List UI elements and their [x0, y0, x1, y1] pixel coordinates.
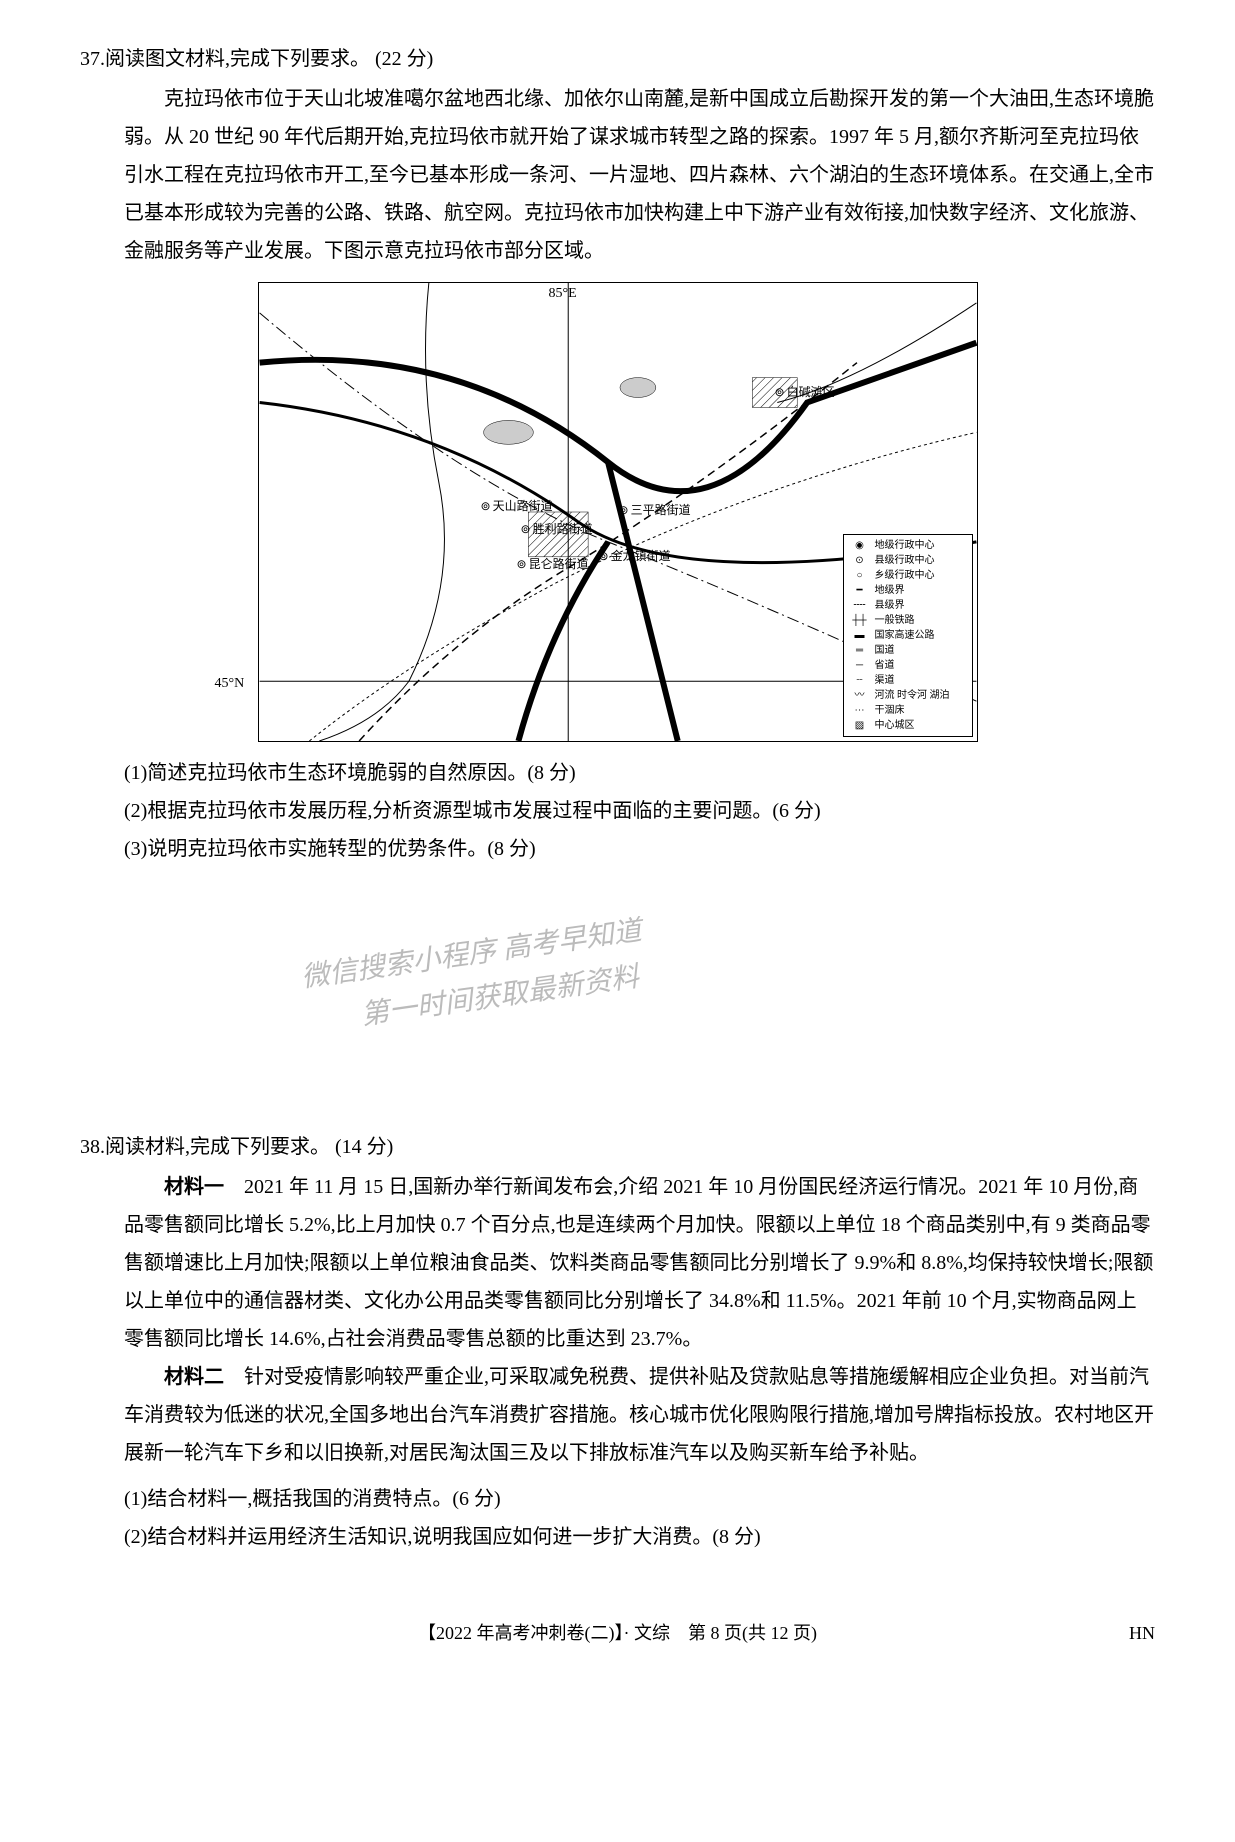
legend-row: ╌╌县级界 [849, 598, 967, 613]
q38-subquestions: (1)结合材料一,概括我国的消费特点。(6 分) (2)结合材料并运用经济生活知… [80, 1480, 1155, 1556]
q37-header: 37. 阅读图文材料,完成下列要求。 (22 分) [80, 40, 1155, 78]
legend-l3: 乡级行政中心 [875, 568, 935, 583]
q38-material1: 材料一 2021 年 11 月 15 日,国新办举行新闻发布会,介绍 2021 … [124, 1168, 1155, 1358]
q38-points: (14 分) [335, 1136, 393, 1158]
m1-label: 材料一 [164, 1176, 224, 1198]
legend-row: ⋯干涸床 [849, 703, 967, 718]
watermark: 微信搜索小程序 高考早知道 第一时间获取最新资料 [80, 928, 1155, 1048]
legend-l4: 地级界 [875, 583, 905, 598]
place-shengli: 胜利路街道 [521, 518, 593, 541]
q38-sub1: (1)结合材料一,概括我国的消费特点。(6 分) [124, 1480, 1155, 1518]
legend-l12: 干涸床 [875, 703, 905, 718]
q38-title: 阅读材料,完成下列要求。 (14 分) [105, 1128, 393, 1166]
page-footer: 【2022 年高考冲刺卷(二)】· 文综 第 8 页(共 12 页) HN [80, 1616, 1155, 1650]
question-38: 38. 阅读材料,完成下列要求。 (14 分) 材料一 2021 年 11 月 … [80, 1128, 1155, 1556]
legend-l9: 省道 [875, 658, 895, 673]
legend-l5: 县级界 [875, 598, 905, 613]
legend-row: ◉地级行政中心 [849, 538, 967, 553]
q37-points: (22 分) [375, 48, 433, 70]
legend-l10: 渠道 [875, 673, 895, 688]
legend-row: ○乡级行政中心 [849, 568, 967, 583]
q38-title-text: 阅读材料,完成下列要求。 [105, 1136, 330, 1158]
legend-l13: 中心城区 [875, 718, 915, 733]
legend-row: 〰河流 时令河 湖泊 [849, 688, 967, 703]
q37-map: 85°E 45°N 白碱滩区 天山路街道 胜利路街道 三平路街道 昆仑路街道 金… [258, 282, 978, 742]
q37-title: 阅读图文材料,完成下列要求。 (22 分) [105, 40, 433, 78]
m2-body: 针对受疫情影响较严重企业,可采取减免税费、提供补贴及贷款贴息等措施缓解相应企业负… [124, 1366, 1154, 1464]
place-baijiantan: 白碱滩区 [775, 381, 835, 404]
legend-row: ▬国家高速公路 [849, 628, 967, 643]
place-jinlong: 金龙镇街道 [599, 545, 671, 568]
legend-l2: 县级行政中心 [875, 553, 935, 568]
legend-row: ━地级界 [849, 583, 967, 598]
map-legend: ◉地级行政中心 ⊙县级行政中心 ○乡级行政中心 ━地级界 ╌╌县级界 ┼┼一般铁… [843, 534, 973, 737]
lon-label: 85°E [549, 281, 577, 308]
q37-number: 37. [80, 40, 105, 78]
legend-l6: 一般铁路 [875, 613, 915, 628]
q38-sub2: (2)结合材料并运用经济生活知识,说明我国应如何进一步扩大消费。(8 分) [124, 1518, 1155, 1556]
q37-sub2: (2)根据克拉玛依市发展历程,分析资源型城市发展过程中面临的主要问题。(6 分) [124, 792, 1155, 830]
legend-row: ⊙县级行政中心 [849, 553, 967, 568]
place-sanping: 三平路街道 [619, 499, 691, 522]
question-37: 37. 阅读图文材料,完成下列要求。 (22 分) 克拉玛依市位于天山北坡准噶尔… [80, 40, 1155, 868]
place-tianshan: 天山路街道 [481, 495, 553, 518]
q37-body: 克拉玛依市位于天山北坡准噶尔盆地西北缘、加依尔山南麓,是新中国成立后勘探开发的第… [80, 80, 1155, 270]
legend-l8: 国道 [875, 643, 895, 658]
legend-row: ▨中心城区 [849, 718, 967, 733]
legend-l11: 河流 时令河 湖泊 [875, 688, 950, 703]
q38-header: 38. 阅读材料,完成下列要求。 (14 分) [80, 1128, 1155, 1166]
m2-label: 材料二 [164, 1366, 224, 1388]
place-kunlun: 昆仑路街道 [517, 553, 589, 576]
m1-body: 2021 年 11 月 15 日,国新办举行新闻发布会,介绍 2021 年 10… [124, 1176, 1153, 1350]
legend-row: ═国道 [849, 643, 967, 658]
footer-text: 【2022 年高考冲刺卷(二)】· 文综 第 8 页(共 12 页) [418, 1623, 817, 1643]
footer-hn: HN [1129, 1616, 1155, 1650]
legend-l7: 国家高速公路 [875, 628, 935, 643]
q38-body: 材料一 2021 年 11 月 15 日,国新办举行新闻发布会,介绍 2021 … [80, 1168, 1155, 1472]
lat-label: 45°N [215, 671, 245, 698]
q37-sub3: (3)说明克拉玛依市实施转型的优势条件。(8 分) [124, 830, 1155, 868]
legend-row: ┈渠道 [849, 673, 967, 688]
legend-l1: 地级行政中心 [875, 538, 935, 553]
legend-row: ─省道 [849, 658, 967, 673]
q37-title-text: 阅读图文材料,完成下列要求。 [105, 48, 370, 70]
q37-paragraph: 克拉玛依市位于天山北坡准噶尔盆地西北缘、加依尔山南麓,是新中国成立后勘探开发的第… [124, 80, 1155, 270]
q38-material2: 材料二 针对受疫情影响较严重企业,可采取减免税费、提供补贴及贷款贴息等措施缓解相… [124, 1358, 1155, 1472]
q37-sub1: (1)简述克拉玛依市生态环境脆弱的自然原因。(8 分) [124, 754, 1155, 792]
q38-number: 38. [80, 1128, 105, 1166]
q37-subquestions: (1)简述克拉玛依市生态环境脆弱的自然原因。(8 分) (2)根据克拉玛依市发展… [80, 754, 1155, 868]
legend-row: ┼┼一般铁路 [849, 613, 967, 628]
